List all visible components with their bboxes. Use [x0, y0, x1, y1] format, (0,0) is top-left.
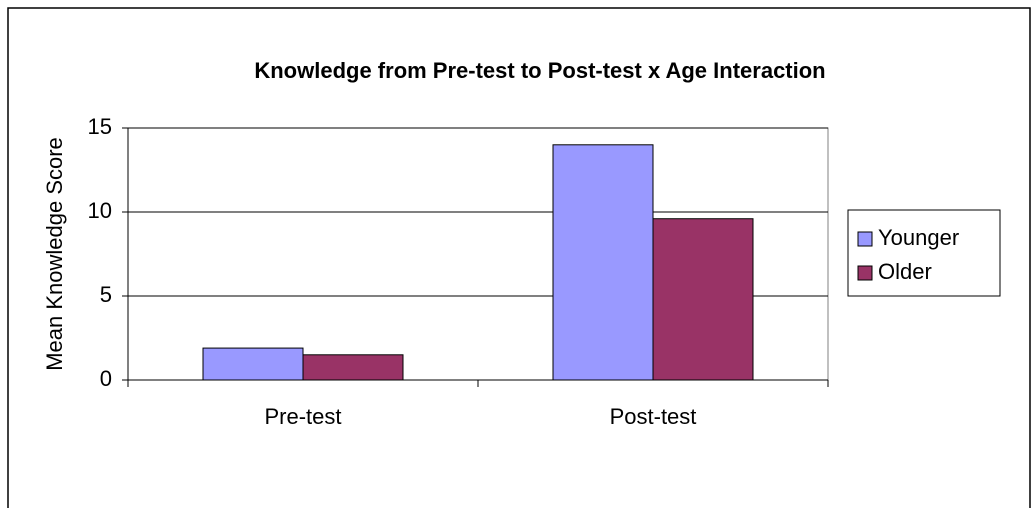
legend-label: Older	[878, 259, 932, 284]
legend-label: Younger	[878, 225, 959, 250]
y-tick-label: 0	[100, 366, 112, 391]
legend-box	[847, 209, 1001, 297]
bar	[202, 347, 304, 381]
y-axis-label: Mean Knowledge Score	[42, 137, 67, 371]
y-tick-label: 5	[100, 282, 112, 307]
y-tick-label: 10	[88, 198, 112, 223]
x-tick-label: Pre-test	[264, 404, 341, 429]
legend-swatch	[857, 231, 873, 247]
legend-swatch	[857, 265, 873, 281]
bar	[302, 354, 404, 381]
bar	[552, 144, 654, 381]
x-tick-label: Post-test	[610, 404, 697, 429]
chart-title: Knowledge from Pre-test to Post-test x A…	[254, 58, 825, 83]
bar	[652, 218, 754, 381]
y-tick-label: 15	[88, 114, 112, 139]
